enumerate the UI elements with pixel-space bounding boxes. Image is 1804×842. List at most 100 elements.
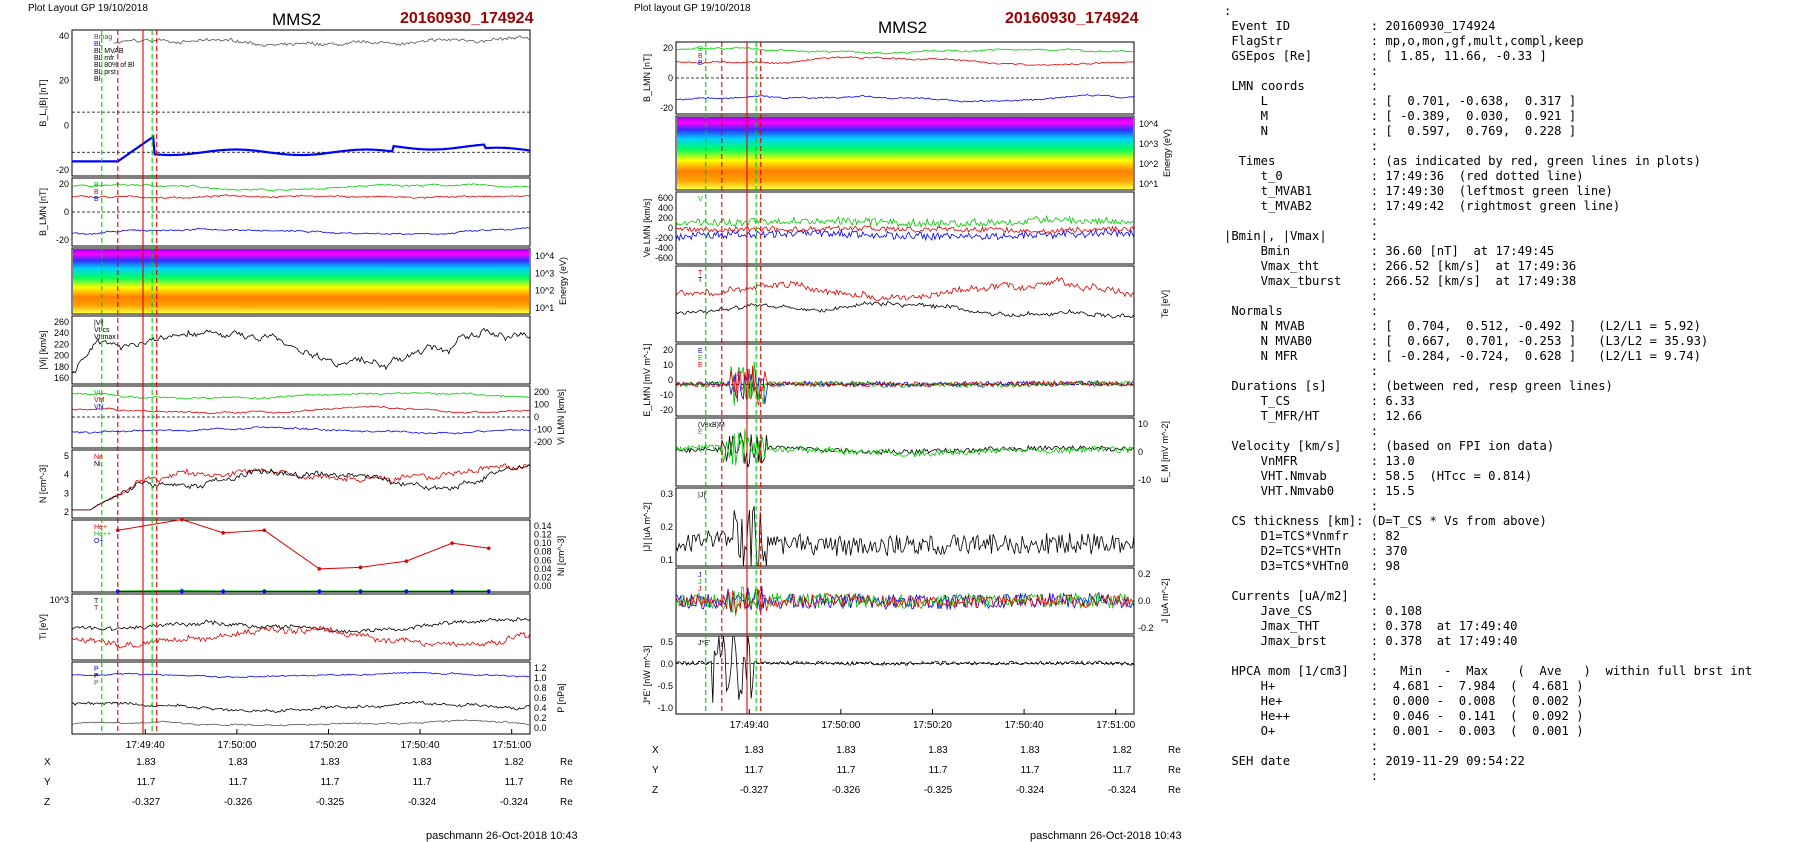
series-line bbox=[675, 365, 1135, 407]
chart-panel-right-1: 10^4 10^3 10^2 10^1 Energy (eV) bbox=[675, 115, 1172, 191]
tick-label: 20 bbox=[663, 43, 673, 53]
axis-label: Ti [eV] bbox=[38, 614, 48, 640]
position-label: Y bbox=[44, 776, 51, 788]
tick-label: 1.0 bbox=[534, 673, 547, 683]
legend-entry: O+ bbox=[94, 538, 104, 545]
tick-label: -600 bbox=[655, 253, 673, 263]
axis-label: N [cm^-3] bbox=[38, 465, 48, 503]
right-spacecraft-title: MMS2 bbox=[878, 18, 928, 37]
right-figure-header: Plot layout GP 19/10/2018 bbox=[634, 3, 751, 14]
legend-entry: J*E' bbox=[698, 640, 710, 647]
series-line bbox=[71, 671, 531, 679]
tick-label: 10^4 bbox=[535, 251, 554, 261]
tick-label: -20 bbox=[660, 405, 673, 415]
legend-entry: Bl bbox=[94, 76, 101, 83]
position-value: 11.7 bbox=[504, 776, 524, 788]
time-tick-label: 17:50:20 bbox=[309, 740, 348, 751]
tick-label: -200 bbox=[655, 233, 673, 243]
panel-frame bbox=[71, 593, 531, 661]
data-point bbox=[221, 589, 225, 594]
position-label: Y bbox=[652, 764, 659, 776]
legend-entry: (VexB)M bbox=[698, 422, 725, 429]
chart-panel-right-6: 0.3 0.2 0.1 |J| [uA m^-2] |J| bbox=[642, 487, 1135, 567]
tick-label: -10 bbox=[1138, 475, 1151, 485]
position-value: -0.326 bbox=[831, 784, 861, 796]
position-value: -0.325 bbox=[315, 796, 345, 808]
panel-frame bbox=[675, 343, 1135, 417]
position-value: -0.324 bbox=[499, 796, 529, 808]
legend-entry: J bbox=[698, 579, 702, 586]
axis-label: |Vi| [km/s] bbox=[38, 330, 48, 369]
tick-label: 20 bbox=[59, 179, 69, 189]
time-tick-label: 17:51:00 bbox=[492, 740, 531, 751]
position-value: 1.83 bbox=[320, 756, 340, 768]
position-row: Z -0.327 -0.326 -0.325 -0.324 -0.324 Re bbox=[652, 780, 1198, 800]
panel-frame bbox=[71, 661, 531, 735]
series-line bbox=[675, 506, 1135, 567]
legend-entry: P bbox=[94, 673, 99, 680]
tick-label: 1.2 bbox=[534, 663, 547, 673]
axis-label: E_M [mV m^-2] bbox=[1160, 421, 1170, 483]
position-unit: Re bbox=[560, 796, 573, 808]
left-position-table: X 1.83 1.83 1.83 1.83 1.82 Re Y 11.7 11.7 11.7 11.7… bbox=[44, 752, 590, 812]
position-value: 1.83 bbox=[228, 756, 248, 768]
chart-panel-left-6: 0.140.120.100.080.060.040.020.00 Ni [cm^-… bbox=[71, 517, 566, 594]
tick-label: 0.0 bbox=[660, 659, 673, 669]
tick-label: 10 bbox=[663, 360, 673, 370]
panel-frame bbox=[71, 29, 531, 177]
data-point bbox=[404, 589, 409, 594]
legend-entry: B bbox=[698, 46, 703, 53]
tick-label: 0 bbox=[534, 412, 539, 422]
series-line bbox=[675, 214, 1135, 229]
series-line bbox=[675, 432, 1135, 468]
legend-entry: P bbox=[94, 680, 99, 687]
tick-label: 0.1 bbox=[660, 555, 673, 565]
position-value: 1.82 bbox=[1112, 744, 1132, 756]
tick-label: 10^2 bbox=[535, 286, 554, 296]
panel-frame bbox=[675, 191, 1135, 265]
left-figure-header: Plot Layout GP 19/10/2018 bbox=[28, 3, 148, 14]
axis-label: B_LMN [nT] bbox=[642, 54, 652, 102]
tick-label: 0.06 bbox=[534, 555, 552, 565]
chart-panel-right-5: 10 0 -10 E_M [mV m^-2] (VexB)ME bbox=[675, 417, 1170, 487]
legend-entry: BL prst bbox=[94, 69, 116, 76]
position-value: 1.83 bbox=[136, 756, 156, 768]
axis-label: B_L,|B| [nT] bbox=[38, 79, 48, 126]
series-line bbox=[113, 35, 531, 47]
tick-label: 0.12 bbox=[534, 530, 552, 540]
legend-entry: J bbox=[698, 572, 702, 579]
chart-panel-right-4: 20 10 0 -10 -20 E_LMN [mV m^-1] EEE bbox=[642, 343, 1135, 417]
tick-label: 0.02 bbox=[534, 572, 552, 582]
axis-label: Ve LMN [km/s] bbox=[642, 199, 652, 258]
time-tick-label: 17:51:00 bbox=[1096, 720, 1135, 731]
time-tick-label: 17:50:40 bbox=[401, 740, 440, 751]
legend-entry: B bbox=[94, 182, 99, 189]
position-label: X bbox=[44, 756, 51, 768]
legend-entry: VM bbox=[94, 397, 105, 404]
tick-label: 240 bbox=[54, 328, 69, 338]
position-label: Z bbox=[652, 784, 659, 796]
legend-entry: BL mfr bbox=[94, 55, 115, 62]
chart-panel-right-0: 20 0 -20 B_LMN [nT] BBB bbox=[642, 41, 1135, 115]
tick-label: 3 bbox=[64, 488, 69, 498]
series-line bbox=[675, 94, 1135, 103]
panel-frame bbox=[675, 417, 1135, 487]
axis-label: |J| [uA m^-2] bbox=[642, 502, 652, 551]
position-value: 11.7 bbox=[836, 764, 856, 776]
tick-label: -400 bbox=[655, 243, 673, 253]
tick-label: 10^3 bbox=[1139, 139, 1158, 149]
tick-label: 20 bbox=[663, 345, 673, 355]
axis-label: Ni [cm^-3] bbox=[556, 536, 566, 576]
tick-label: 10^3 bbox=[535, 268, 554, 278]
series-line bbox=[71, 719, 531, 727]
tick-label: 200 bbox=[54, 351, 69, 361]
time-tick-label: 17:50:00 bbox=[821, 720, 860, 731]
data-point bbox=[180, 589, 184, 594]
position-row: Y 11.7 11.7 11.7 11.7 11.7 Re bbox=[652, 760, 1198, 780]
tick-label: 0.10 bbox=[534, 538, 552, 548]
legend-entry: P bbox=[94, 666, 99, 673]
tick-label: -20 bbox=[56, 235, 69, 245]
legend-entry: T bbox=[698, 277, 703, 284]
